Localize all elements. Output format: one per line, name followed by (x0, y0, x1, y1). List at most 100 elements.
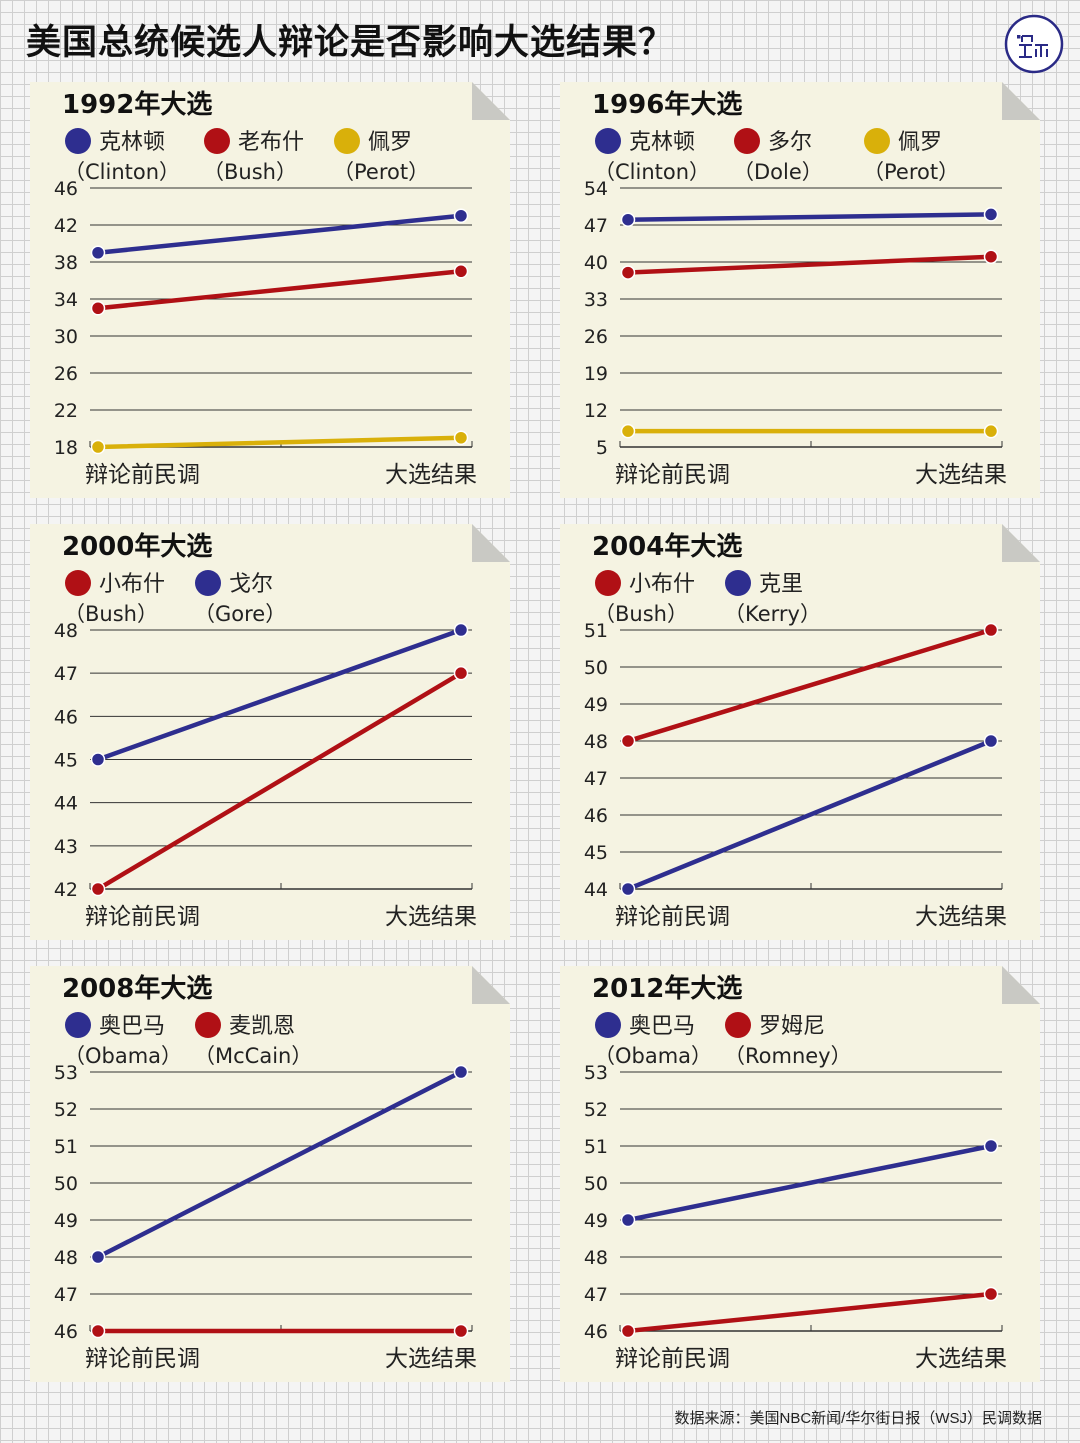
data-point (983, 622, 999, 638)
y-tick-label: 50 (584, 657, 608, 679)
y-tick-label: 45 (54, 750, 78, 772)
chart-panel-2004: 2004年大选 小布什 （Bush） 克里 （Kerry） 44 45 46 47 48 49 50 5… (560, 524, 1040, 940)
y-tick-label: 52 (584, 1099, 608, 1121)
panel-fold (1002, 966, 1040, 1004)
y-tick-label: 47 (54, 663, 78, 685)
data-point (620, 1212, 636, 1228)
legend-name: 戈尔 (229, 572, 273, 597)
series-line (95, 1069, 464, 1260)
legend-name: 克林顿 (629, 130, 695, 155)
legend-name-en: （Bush） (594, 602, 688, 626)
data-point (620, 881, 636, 897)
legend-name: 佩罗 (898, 130, 942, 155)
series-line (625, 212, 994, 222)
series-line (625, 1143, 994, 1223)
y-tick-label: 18 (54, 437, 78, 459)
series-line (625, 738, 994, 892)
y-tick-label: 5 (596, 437, 608, 459)
data-point (620, 212, 636, 227)
legend-swatch (334, 128, 360, 154)
series-line (95, 213, 464, 255)
legend-swatch (725, 1012, 751, 1038)
data-point (620, 1323, 636, 1339)
legend-name: 佩罗 (368, 130, 412, 155)
x-category-label: 大选结果 (915, 1346, 1007, 1372)
y-tick-label: 38 (54, 252, 78, 274)
panel-fold (472, 966, 510, 1004)
data-point (983, 207, 999, 222)
data-point (453, 264, 469, 279)
legend-name-en: （Obama） (594, 1044, 712, 1068)
data-point (453, 208, 469, 223)
legend-name-en: （Bush） (64, 602, 158, 626)
legend-name: 罗姆尼 (759, 1014, 825, 1039)
series-line (625, 1291, 994, 1334)
legend-swatch (595, 570, 621, 596)
panel-paper (560, 524, 1040, 940)
chart-panel-1996: 1996年大选 克林顿 （Clinton） 多尔 （Dole） 佩罗 （Perot） 5 12 1… (560, 82, 1040, 498)
y-tick-label: 53 (54, 1062, 78, 1084)
y-tick-label: 45 (584, 842, 608, 864)
legend-name-en: （Romney） (724, 1044, 852, 1068)
y-tick-label: 47 (584, 1284, 608, 1306)
y-tick-label: 48 (584, 731, 608, 753)
data-point (90, 301, 106, 316)
legend-name-en: （Perot） (863, 160, 959, 184)
y-tick-label: 48 (54, 1247, 78, 1269)
data-point (983, 733, 999, 749)
x-category-label: 辩论前民调 (85, 462, 200, 488)
page-title: 美国总统候选人辩论是否影响大选结果？ (26, 22, 675, 63)
y-tick-label: 44 (54, 793, 78, 815)
y-tick-label: 34 (54, 289, 78, 311)
legend-name-en: （Obama） (64, 1044, 182, 1068)
chart-panel-2000: 2000年大选 小布什 （Bush） 戈尔 （Gore） 42 43 44 45 46 47 48 辩论… (30, 524, 510, 940)
series-line (625, 627, 994, 744)
legend-name: 奥巴马 (629, 1014, 695, 1039)
legend-name: 奥巴马 (99, 1014, 165, 1039)
legend-name-en: （Dole） (733, 160, 823, 184)
data-point (453, 430, 469, 445)
y-tick-label: 26 (584, 326, 608, 348)
y-tick-label: 42 (54, 879, 78, 901)
legend-name-en: （Perot） (333, 160, 429, 184)
legend-swatch (65, 570, 91, 596)
legend-swatch (65, 1012, 91, 1038)
panel-fold (1002, 524, 1040, 562)
legend-swatch (595, 1012, 621, 1038)
series-line (95, 627, 464, 762)
y-tick-label: 47 (54, 1284, 78, 1306)
panel-paper (30, 524, 510, 940)
data-point (90, 245, 106, 260)
y-tick-label: 48 (54, 620, 78, 642)
y-tick-label: 19 (584, 363, 608, 385)
legend-swatch (725, 570, 751, 596)
chart-panel-1992: 1992年大选 克林顿 （Clinton） 老布什 （Bush） 佩罗 （Perot） 18 2… (30, 82, 510, 498)
legend-name-en: （Clinton） (64, 160, 180, 184)
x-category-label: 辩论前民调 (85, 1346, 200, 1372)
y-tick-label: 53 (584, 1062, 608, 1084)
y-tick-label: 49 (584, 1210, 608, 1232)
panel-fold (472, 524, 510, 562)
y-tick-label: 49 (584, 694, 608, 716)
y-tick-label: 44 (584, 879, 608, 901)
data-point (90, 439, 106, 455)
y-tick-label: 43 (54, 836, 78, 858)
data-point (983, 1286, 999, 1302)
y-tick-label: 51 (54, 1136, 78, 1158)
legend-swatch (195, 570, 221, 596)
y-tick-label: 33 (584, 289, 608, 311)
brand-logo (1004, 14, 1064, 74)
y-tick-label: 46 (54, 178, 78, 200)
chart-panel-2012: 2012年大选 奥巴马 （Obama） 罗姆尼 （Romney） 46 47 48 49 50 51… (560, 966, 1040, 1382)
x-category-label: 大选结果 (385, 462, 477, 488)
data-point (620, 423, 636, 439)
chart-title: 1992年大选 (62, 89, 212, 120)
legend-swatch (734, 128, 760, 154)
legend-swatch (595, 128, 621, 154)
data-point (90, 881, 106, 897)
